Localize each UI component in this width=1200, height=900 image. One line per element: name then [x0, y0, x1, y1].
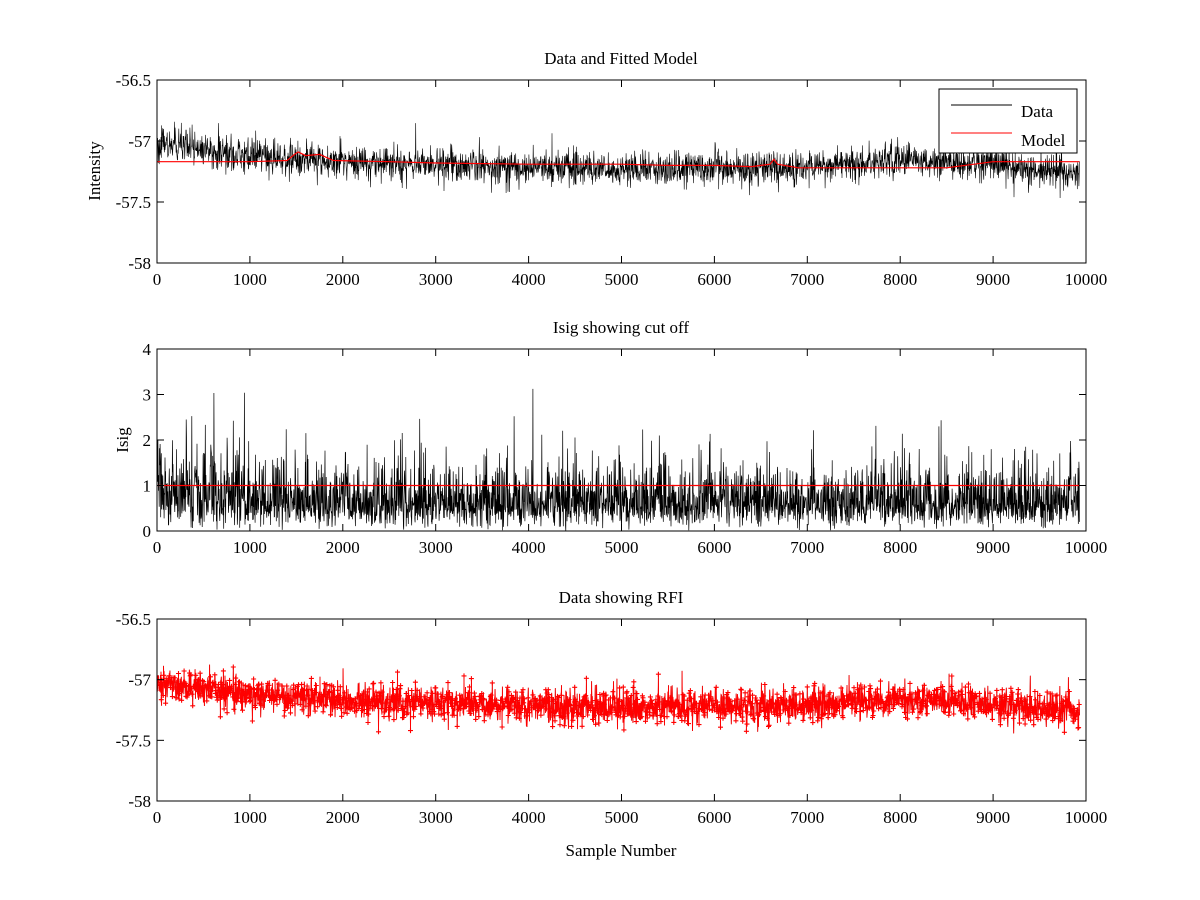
x-tick-label: 10000 — [1065, 538, 1108, 557]
x-tick-label: 9000 — [976, 270, 1010, 289]
x-tick-label: 9000 — [976, 538, 1010, 557]
chart-title: Isig showing cut off — [553, 318, 689, 337]
x-tick-label: 6000 — [697, 538, 731, 557]
x-tick-label: 1000 — [233, 808, 267, 827]
series-line-isig — [157, 388, 1080, 531]
x-tick-label: 2000 — [326, 270, 360, 289]
x-tick-label: 4000 — [512, 538, 546, 557]
x-tick-label: 2000 — [326, 808, 360, 827]
x-tick-label: 8000 — [883, 538, 917, 557]
y-tick-label: -57 — [128, 132, 151, 151]
chart-title: Data showing RFI — [559, 588, 684, 607]
y-tick-label: 2 — [143, 431, 152, 450]
x-tick-label: 6000 — [697, 808, 731, 827]
legend-box — [938, 88, 1078, 154]
x-tick-label: 3000 — [419, 270, 453, 289]
panel-data-and-fitted-model: Data and Fitted Model Intensity 0 1000 200… — [85, 49, 1107, 289]
legend-label-model: Model — [1021, 131, 1066, 150]
x-tick-label: 3000 — [419, 538, 453, 557]
x-tick-label: 7000 — [790, 270, 824, 289]
panel-data-showing-rfi: Data showing RFI 0 1000 2000 3000 4000 5000 60… — [116, 588, 1108, 860]
x-tick-label: 0 — [153, 538, 162, 557]
x-tick-label: 8000 — [883, 270, 917, 289]
x-tick-label: 5000 — [605, 538, 639, 557]
x-tick-label: 1000 — [233, 538, 267, 557]
x-tick-label: 5000 — [605, 270, 639, 289]
chart-title: Data and Fitted Model — [544, 49, 698, 68]
x-tick-label: 0 — [153, 808, 162, 827]
x-tick-label: 8000 — [883, 808, 917, 827]
x-tick-label: 0 — [153, 270, 162, 289]
panel-isig-showing-cut-off: Isig showing cut off Isig 0 1000 2000 3000 4… — [113, 318, 1107, 557]
y-tick-label: -57.5 — [116, 731, 151, 750]
y-tick-label: 1 — [143, 477, 152, 496]
x-tick-label: 4000 — [512, 808, 546, 827]
x-tick-label: 4000 — [512, 270, 546, 289]
y-tick-label: -57 — [128, 671, 151, 690]
x-tick-label: 3000 — [419, 808, 453, 827]
x-tick-label: 2000 — [326, 538, 360, 557]
y-tick-label: -56.5 — [116, 610, 151, 629]
y-tick-label: 3 — [143, 386, 152, 405]
y-axis-label: Isig — [113, 427, 132, 453]
x-tick-label: 5000 — [605, 808, 639, 827]
x-tick-label: 9000 — [976, 808, 1010, 827]
x-axis-label: Sample Number — [566, 841, 677, 860]
y-tick-label: -57.5 — [116, 193, 151, 212]
y-tick-label: -58 — [128, 254, 151, 273]
x-tick-label: 10000 — [1065, 270, 1108, 289]
x-tick-label: 1000 — [233, 270, 267, 289]
series-line-data — [157, 121, 1080, 199]
rfi-markers — [157, 664, 1082, 735]
x-tick-label: 7000 — [790, 808, 824, 827]
legend-label-data: Data — [1021, 102, 1054, 121]
y-tick-label: 0 — [143, 522, 152, 541]
y-tick-label: -56.5 — [116, 71, 151, 90]
legend: Data Model — [938, 88, 1078, 154]
x-tick-label: 10000 — [1065, 808, 1108, 827]
series-line-model — [157, 151, 1080, 169]
y-axis-label: Intensity — [85, 141, 104, 201]
y-tick-label: -58 — [128, 792, 151, 811]
x-tick-label: 7000 — [790, 538, 824, 557]
y-tick-label: 4 — [143, 340, 152, 359]
x-tick-label: 6000 — [697, 270, 731, 289]
